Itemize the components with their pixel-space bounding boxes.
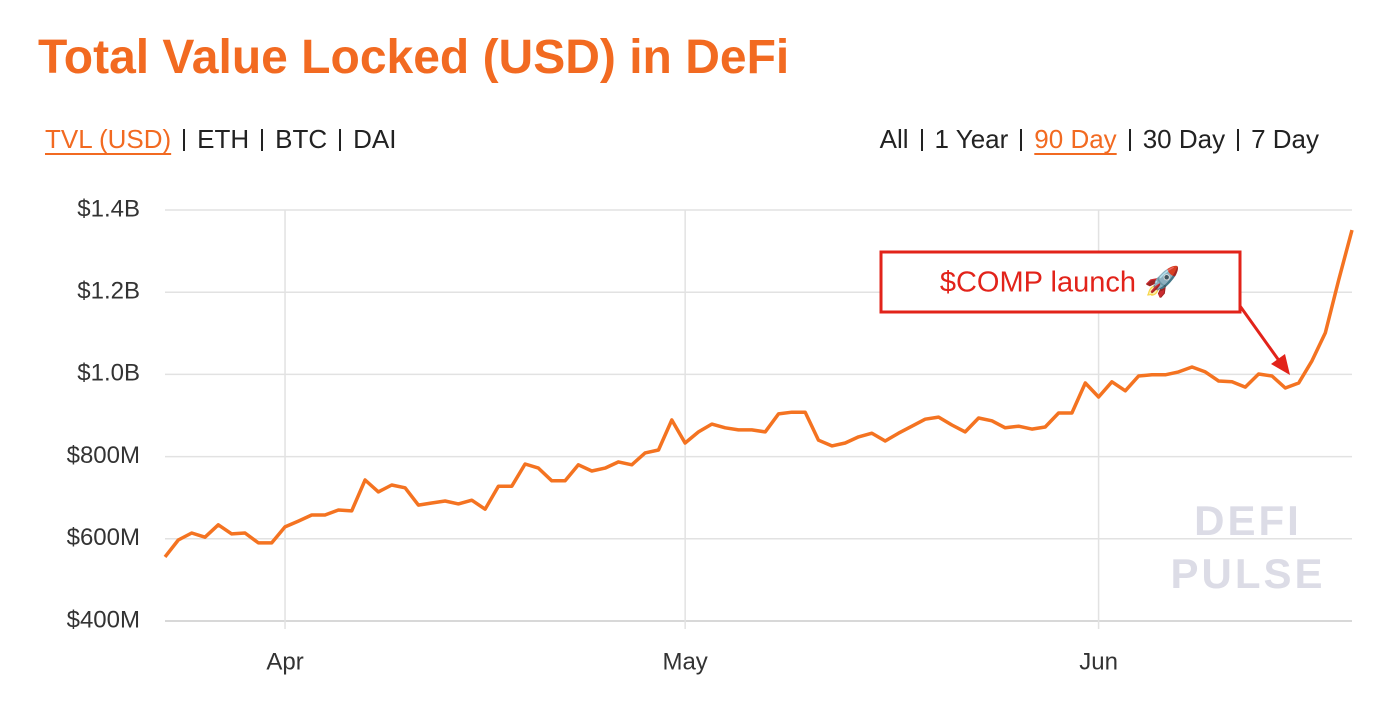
watermark: DEFI PULSE xyxy=(1170,497,1325,597)
metric-tabs: TVL (USD) ETH BTC DAI xyxy=(45,124,397,155)
tab[interactable]: ETH xyxy=(197,124,250,154)
annotation-text: $COMP launch 🚀 xyxy=(940,265,1180,299)
tab[interactable]: 30 Day xyxy=(1142,124,1226,154)
separator xyxy=(920,128,923,151)
separator xyxy=(183,128,186,151)
separator xyxy=(339,128,342,151)
y-tick-label: $1.2B xyxy=(77,278,140,305)
range-tabs: All 1 Year 90 Day 30 Day 7 Day xyxy=(880,124,1319,155)
tab[interactable]: All xyxy=(879,124,909,154)
watermark-text: DEFI xyxy=(1194,497,1302,544)
x-tick-label: Apr xyxy=(266,648,303,675)
separator xyxy=(261,128,264,151)
y-tick-label: $1.4B xyxy=(77,195,140,222)
tab[interactable]: 1 Year xyxy=(934,124,1009,154)
x-tick-label: Jun xyxy=(1079,648,1118,675)
separator xyxy=(1020,128,1023,151)
y-tick-label: $1.0B xyxy=(77,360,140,387)
separator xyxy=(1128,128,1131,151)
y-tick-label: $600M xyxy=(67,524,140,551)
tab[interactable]: 7 Day xyxy=(1251,124,1319,154)
tab[interactable]: DAI xyxy=(353,124,397,154)
annotation-arrow xyxy=(1238,305,1282,363)
tab[interactable]: TVL (USD) xyxy=(45,124,172,154)
x-tick-label: May xyxy=(662,648,707,675)
watermark-text: PULSE xyxy=(1170,550,1325,597)
line xyxy=(163,229,1354,558)
annotation-arrowhead xyxy=(1271,354,1290,375)
chart-title: Total Value Locked (USD) in DeFi xyxy=(38,31,790,84)
y-tick-label: $800M xyxy=(67,442,140,469)
y-tick-label: $400M xyxy=(67,606,140,633)
tab[interactable]: BTC xyxy=(275,124,328,154)
annotation-box xyxy=(879,250,1242,314)
tab[interactable]: 90 Day xyxy=(1034,124,1117,154)
separator xyxy=(1237,128,1240,151)
